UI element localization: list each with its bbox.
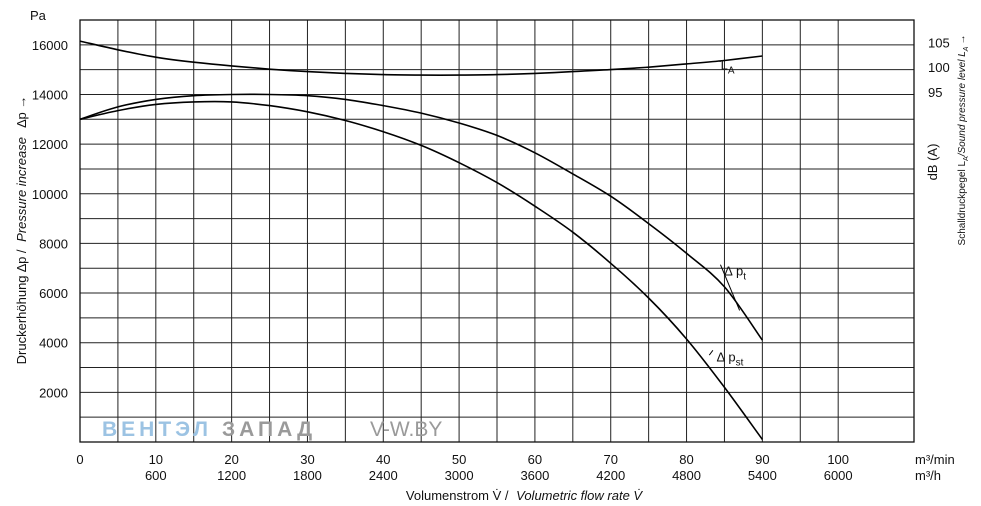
watermark-part2: ЗАПАД [222,418,316,441]
y-tick-label: 10000 [32,187,68,202]
y-axis-label-en: Pressure increase [14,137,29,242]
x-tick-label-min: 70 [603,452,617,467]
x-tick-label-h: 600 [145,468,167,483]
x-tick-label-min: 40 [376,452,390,467]
y2-axis-label: Schalldruckpegel LA/Sound pressure level… [957,35,970,246]
x-tick-label-min: 90 [755,452,769,467]
x-tick-label-min: 30 [300,452,314,467]
y2-axis-label-de-sub: A [963,156,970,161]
y-tick-label: 8000 [39,236,68,251]
x-tick-label-h: 3600 [520,468,549,483]
x-tick-label-min: 0 [76,452,83,467]
y-tick-label: 2000 [39,385,68,400]
y2-axis-label-de: Schalldruckpegel L [957,161,968,246]
y2-unit: dB (A) [925,144,940,181]
curve-la-label: LA [721,58,735,77]
series-name: ∆ p [717,349,736,364]
curve-la [79,40,763,76]
x-tick-label-h: 2400 [369,468,398,483]
curve-delta-pst-leader [708,350,714,356]
plot-frame [79,19,915,443]
x-tick-label-min: 80 [679,452,693,467]
watermark-part1: ВЕНТЭЛ [102,418,212,441]
x-tick-label-h: 6000 [824,468,853,483]
y-unit: Pa [30,8,47,23]
x-unit-min: m³/min [915,452,955,467]
x-tick-label-h: 1800 [293,468,322,483]
x-tick-label-h: 5400 [748,468,777,483]
y-axis-label-de: Druckerhöhung ∆p / [14,249,29,364]
curve-delta-pt-leader [719,264,741,311]
curve-delta-pt-label: ∆ pt [724,264,746,283]
y2-axis-label-en: /Sound pressure level L [957,51,968,157]
y-tick-label: 6000 [39,286,68,301]
series-name: L [721,58,728,73]
y-tick-label: 12000 [32,137,68,152]
x-axis-label-en: Volumetric flow rate V̇ [516,488,643,503]
series-sub: A [728,66,735,77]
y2-tick-label: 95 [928,85,942,100]
x-tick-label-h: 1200 [217,468,246,483]
curve-delta-pt [79,93,764,341]
y-axis-label: Druckerhöhung ∆p / Pressure increase ∆p … [14,96,29,365]
x-unit-h: m³/h [915,468,941,483]
curve-la-leader [718,60,721,63]
curve-delta-pst [79,100,764,440]
x-tick-label-h: 4200 [596,468,625,483]
y-tick-label: 14000 [32,87,68,102]
series-sub: t [743,272,746,283]
x-tick-label-min: 50 [452,452,466,467]
curves [79,40,764,440]
x-tick-label-min: 10 [149,452,163,467]
x-tick-label-h: 4800 [672,468,701,483]
series-name: ∆ p [724,264,743,279]
x-tick-label-min: 20 [224,452,238,467]
tick-labels: 2000 4000 6000 8000 10000 12000 14000 16000 0 10 2… [32,35,950,483]
x-tick-label-h: 3000 [445,468,474,483]
x-axis-label: Volumenstrom V̇ / Volumetric flow rate V… [406,488,644,503]
series-sub: st [736,357,744,368]
x-tick-label-min: 60 [528,452,542,467]
y2-axis-label-arrow: → [957,35,968,45]
x-tick-label-min: 100 [827,452,849,467]
watermark-part3: V-W.BY [370,418,442,441]
curve-delta-pst-label: ∆ pst [717,349,744,368]
y-axis-label-sym: ∆p → [14,96,29,128]
watermark: ВЕНТЭЛ ЗАПАД V-W.BY [102,418,442,441]
x-axis-label-de: Volumenstrom V̇ / [406,488,509,503]
y-tick-label: 4000 [39,336,68,351]
grid [80,20,914,442]
y2-tick-label: 100 [928,60,950,75]
y2-tick-label: 105 [928,35,950,50]
y-tick-label: 16000 [32,38,68,53]
y2-axis-label-en-sub: A [963,46,970,52]
